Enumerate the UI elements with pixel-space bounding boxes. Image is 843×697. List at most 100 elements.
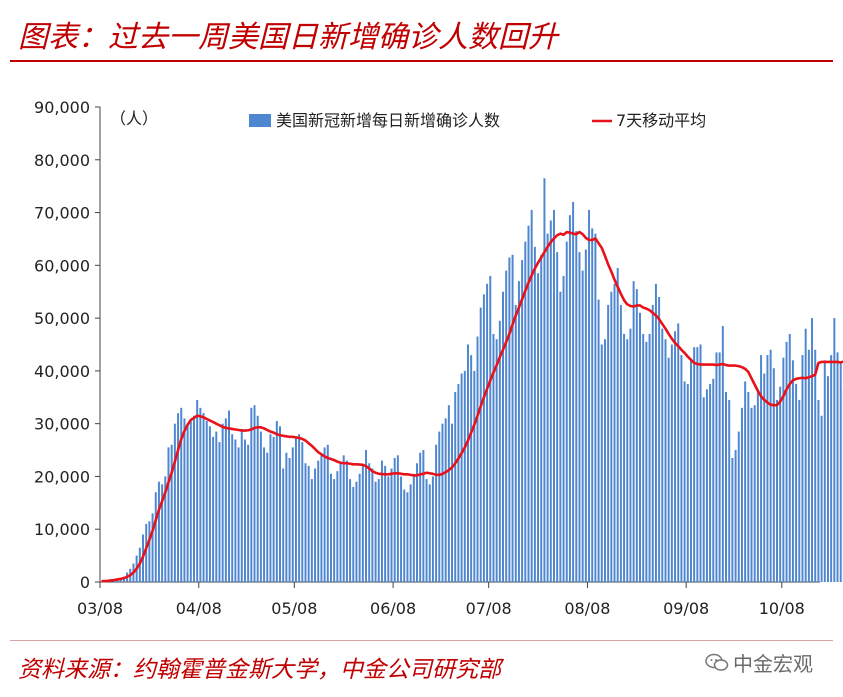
bar [718,352,721,582]
bar [600,344,603,582]
bar [645,341,648,582]
bar [603,339,606,582]
bar [693,347,696,582]
bar [811,318,814,582]
bar [635,289,638,582]
bar [731,457,734,582]
bar [769,349,772,582]
bar [349,479,352,582]
y-tick-label: 90,000 [34,98,90,117]
footer-rule [10,640,833,641]
bar [766,355,769,582]
bar [772,368,775,582]
bar [167,447,170,582]
bar [530,209,533,583]
legend-line-label: 7天移动平均 [616,111,706,130]
chart: 03/08 04/08 05/08 06/08 07/08 08/08 09/08 10/08… [34,98,843,618]
bar [307,465,310,582]
y-unit-label: （人） [110,109,158,128]
bar [747,392,750,582]
bar [552,209,555,583]
bar [568,215,571,582]
bar [492,333,495,582]
bar [240,428,243,582]
bar [329,473,332,582]
bar [540,254,543,582]
bar [737,431,740,582]
bar [549,220,552,582]
bar [314,468,317,582]
bar [734,450,737,582]
bar [814,349,817,582]
legend-bar-label: 美国新冠新增每日新增确诊人数 [276,111,500,130]
bar [412,473,415,582]
bar [393,457,396,582]
bar [760,355,763,582]
bar [756,389,759,582]
bar [795,384,798,582]
x-tick-labels: 03/08 04/08 05/08 06/08 07/08 08/08 09/08 10/08 [77,599,805,618]
bar [294,436,297,582]
bar [629,328,632,582]
bar [705,389,708,582]
bar [310,479,313,582]
y-tick-label: 20,000 [34,467,90,486]
bar [266,452,269,582]
bar [380,460,383,582]
bar [466,344,469,582]
bar [664,339,667,582]
bar [632,281,635,582]
x-tick-label: 08/08 [564,599,610,618]
bar [224,418,227,582]
moving-average-line [101,230,843,583]
bar [565,241,568,582]
bar [301,442,304,582]
bar [833,318,836,582]
bar [623,333,626,582]
bar [221,423,224,582]
bar [511,254,514,582]
source-note: 资料来源：约翰霍普金斯大学，中金公司研究部 [18,657,501,683]
bar [575,231,578,582]
bar [594,233,597,583]
bar [371,468,374,582]
bar [387,476,390,582]
bar [358,473,361,582]
bar [460,373,463,582]
bar [721,326,724,582]
bar-series [100,178,843,583]
bar [365,450,368,582]
bar [288,457,291,582]
bar [285,452,288,582]
bar [451,423,454,582]
bar [584,249,587,582]
bar [495,339,498,582]
bar [199,407,202,582]
bar [263,447,266,582]
bar [807,349,810,582]
bar [648,333,651,582]
bar [610,291,613,582]
bar [779,386,782,582]
y-tick-label: 70,000 [34,204,90,223]
bar [527,225,530,582]
bar [699,344,702,582]
bar [247,444,250,582]
bar [670,344,673,582]
bar [361,465,364,582]
x-tick-label: 07/08 [466,599,512,618]
bar [368,463,371,582]
bar [559,291,562,582]
bar [355,481,358,582]
bar [400,476,403,582]
bar [173,423,176,582]
bar [259,431,262,582]
bar [658,297,661,582]
bar [588,209,591,583]
bar [626,339,629,582]
bar [320,455,323,582]
bar [556,252,559,582]
bar [498,320,501,582]
bar [438,431,441,582]
bar [479,307,482,582]
